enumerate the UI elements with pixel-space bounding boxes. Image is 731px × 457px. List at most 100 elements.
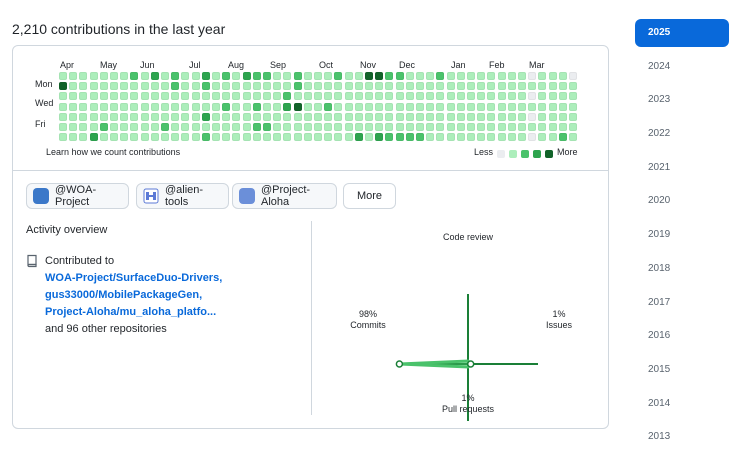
- contribution-cell[interactable]: [150, 112, 159, 121]
- org-button-alien-tools[interactable]: @alien-tools: [136, 183, 229, 209]
- contribution-cell[interactable]: [181, 82, 190, 91]
- contribution-cell[interactable]: [59, 123, 67, 131]
- contribution-cell[interactable]: [59, 112, 67, 121]
- contribution-cell[interactable]: [69, 92, 78, 101]
- contribution-cell[interactable]: [191, 133, 200, 142]
- contribution-cell[interactable]: [467, 72, 475, 80]
- contribution-cell[interactable]: [201, 92, 210, 101]
- contribution-cell[interactable]: [467, 82, 475, 91]
- contribution-cell[interactable]: [130, 123, 139, 131]
- year-link-2019[interactable]: 2019: [648, 229, 671, 241]
- contribution-cell[interactable]: [120, 72, 129, 80]
- contribution-cell[interactable]: [69, 112, 78, 121]
- contribution-cell[interactable]: [181, 133, 190, 142]
- contribution-cell[interactable]: [558, 82, 567, 91]
- contribution-cell[interactable]: [395, 72, 404, 80]
- contribution-cell[interactable]: [212, 92, 220, 101]
- contribution-cell[interactable]: [242, 112, 251, 121]
- contribution-cell[interactable]: [365, 72, 373, 80]
- contribution-cell[interactable]: [354, 133, 363, 142]
- contribution-cell[interactable]: [324, 92, 333, 101]
- contribution-cell[interactable]: [161, 123, 169, 131]
- contribution-cell[interactable]: [89, 82, 98, 91]
- contribution-cell[interactable]: [548, 112, 557, 121]
- contribution-cell[interactable]: [181, 92, 190, 101]
- contribution-cell[interactable]: [334, 92, 343, 101]
- contribution-cell[interactable]: [477, 133, 486, 142]
- contribution-cell[interactable]: [232, 133, 241, 142]
- contribution-cell[interactable]: [242, 133, 251, 142]
- contribution-cell[interactable]: [171, 82, 180, 91]
- contribution-cell[interactable]: [467, 123, 475, 131]
- contribution-cell[interactable]: [365, 102, 373, 111]
- contribution-cell[interactable]: [497, 112, 506, 121]
- contribution-cell[interactable]: [344, 112, 353, 121]
- contribution-cell[interactable]: [242, 72, 251, 80]
- contribution-cell[interactable]: [487, 92, 496, 101]
- contribution-cell[interactable]: [385, 82, 394, 91]
- contribution-cell[interactable]: [79, 92, 88, 101]
- contribution-cell[interactable]: [273, 123, 282, 131]
- contribution-cell[interactable]: [467, 133, 475, 142]
- contribution-cell[interactable]: [344, 82, 353, 91]
- contribution-cell[interactable]: [79, 102, 88, 111]
- year-link-2017[interactable]: 2017: [648, 296, 671, 308]
- contribution-cell[interactable]: [558, 102, 567, 111]
- contribution-cell[interactable]: [446, 133, 455, 142]
- contribution-cell[interactable]: [507, 72, 516, 80]
- contribution-cell[interactable]: [324, 123, 333, 131]
- contribution-cell[interactable]: [507, 112, 516, 121]
- contribution-cell[interactable]: [365, 112, 373, 121]
- contribution-cell[interactable]: [456, 72, 465, 80]
- contribution-cell[interactable]: [222, 82, 231, 91]
- contribution-cell[interactable]: [89, 102, 98, 111]
- contribution-cell[interactable]: [191, 72, 200, 80]
- contribution-cell[interactable]: [395, 82, 404, 91]
- contribution-cell[interactable]: [314, 82, 322, 91]
- contribution-cell[interactable]: [426, 102, 435, 111]
- contribution-cell[interactable]: [59, 82, 67, 91]
- contribution-cell[interactable]: [395, 133, 404, 142]
- contribution-cell[interactable]: [569, 112, 577, 121]
- contribution-cell[interactable]: [273, 133, 282, 142]
- contribution-cell[interactable]: [283, 133, 292, 142]
- contribution-cell[interactable]: [242, 82, 251, 91]
- contribution-cell[interactable]: [446, 82, 455, 91]
- contribution-cell[interactable]: [303, 123, 312, 131]
- contribution-cell[interactable]: [538, 72, 547, 80]
- repo-link-surfaceduo-drivers[interactable]: WOA-Project/SurfaceDuo-Drivers,: [45, 272, 223, 284]
- contribution-cell[interactable]: [201, 72, 210, 80]
- contribution-cell[interactable]: [242, 102, 251, 111]
- contribution-cell[interactable]: [334, 123, 343, 131]
- contribution-cell[interactable]: [303, 82, 312, 91]
- contribution-cell[interactable]: [59, 92, 67, 101]
- contribution-cell[interactable]: [171, 123, 180, 131]
- contribution-cell[interactable]: [446, 102, 455, 111]
- contribution-cell[interactable]: [497, 72, 506, 80]
- contribution-cell[interactable]: [334, 72, 343, 80]
- contribution-cell[interactable]: [110, 82, 118, 91]
- contribution-cell[interactable]: [232, 102, 241, 111]
- contribution-cell[interactable]: [99, 92, 108, 101]
- contribution-cell[interactable]: [569, 72, 577, 80]
- contribution-cell[interactable]: [497, 82, 506, 91]
- contribution-cell[interactable]: [191, 92, 200, 101]
- contribution-cell[interactable]: [518, 102, 526, 111]
- contribution-cell[interactable]: [487, 72, 496, 80]
- contribution-cell[interactable]: [212, 133, 220, 142]
- contribution-cell[interactable]: [130, 82, 139, 91]
- org-button-woa-project[interactable]: @WOA-Project: [26, 183, 129, 209]
- contribution-cell[interactable]: [263, 92, 271, 101]
- contribution-cell[interactable]: [69, 102, 78, 111]
- contribution-cell[interactable]: [416, 92, 424, 101]
- contribution-cell[interactable]: [79, 112, 88, 121]
- contribution-cell[interactable]: [395, 123, 404, 131]
- contribution-cell[interactable]: [314, 72, 322, 80]
- contribution-cell[interactable]: [405, 82, 414, 91]
- contribution-cell[interactable]: [242, 123, 251, 131]
- contribution-cell[interactable]: [416, 102, 424, 111]
- year-link-2018[interactable]: 2018: [648, 262, 671, 274]
- contribution-cell[interactable]: [293, 133, 302, 142]
- contribution-cell[interactable]: [477, 92, 486, 101]
- contribution-cell[interactable]: [405, 102, 414, 111]
